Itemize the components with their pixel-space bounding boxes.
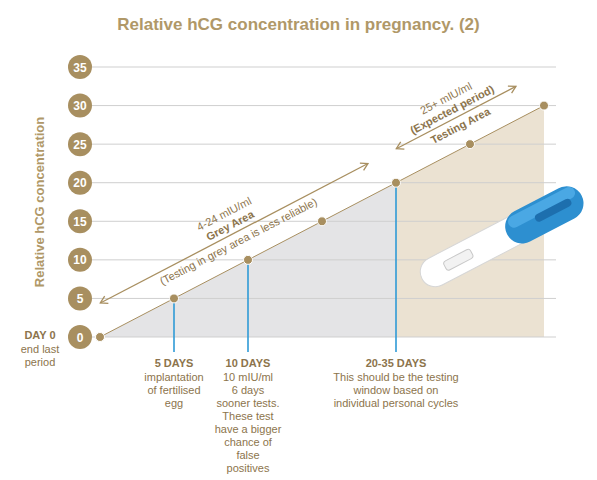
- stick-window: [443, 248, 474, 271]
- text-line: sooner tests.: [217, 397, 280, 409]
- line-group: [100, 106, 544, 337]
- data-point: [466, 140, 475, 149]
- category-description: 6 dayssooner tests.These testhave a bigg…: [215, 384, 282, 474]
- category-label: DAY 0: [24, 329, 55, 341]
- stick-body: [415, 184, 585, 292]
- text-line: 6 days: [232, 384, 265, 396]
- text-line: of fertilised: [147, 384, 200, 396]
- data-point: [170, 294, 179, 303]
- category-description: implantationof fertilisedegg: [144, 371, 203, 409]
- data-point: [318, 217, 327, 226]
- arrow-head: [100, 296, 108, 303]
- band-label-line: Testing Area: [429, 105, 493, 146]
- dots: [96, 101, 549, 341]
- stick-slot: [534, 197, 573, 223]
- text-line: These test: [222, 410, 273, 422]
- band-label-line: (Testing in grey area is less reliable): [158, 195, 319, 287]
- tick-label: 0: [77, 331, 84, 345]
- text-line: false: [236, 449, 259, 461]
- chart: Relative hCG concentration in pregnancy.…: [0, 0, 597, 480]
- drop-line: [173, 298, 175, 352]
- tick-label: 20: [73, 176, 87, 190]
- arrow-head: [508, 86, 516, 93]
- text-line: egg: [165, 397, 183, 409]
- text-line: 10 mIU/ml: [223, 371, 273, 383]
- text-line: window based on: [352, 384, 438, 396]
- arrow-head: [360, 163, 368, 170]
- text-line: positives: [227, 462, 270, 474]
- tick-mark: [68, 171, 92, 195]
- drop-line: [395, 183, 397, 352]
- grid-line: [92, 67, 556, 68]
- grid-line: [92, 182, 556, 183]
- tick-mark: [68, 248, 92, 272]
- tick-label: 15: [73, 215, 87, 229]
- y-axis-title: Relative hCG concentration: [32, 117, 47, 288]
- tick-mark: [68, 325, 92, 349]
- text-line: chance of: [224, 436, 273, 448]
- band-label: 4-24 mIU/mlGrey Area(Testing in grey are…: [143, 168, 318, 287]
- category-description: This should be the testingwindow based o…: [333, 371, 459, 409]
- data-point: [540, 101, 549, 110]
- grid-line: [92, 298, 556, 299]
- text-line: period: [25, 356, 56, 368]
- title: Relative hCG concentration in pregnancy.…: [117, 15, 479, 34]
- grid-line: [92, 337, 556, 338]
- stick-cap: [499, 180, 589, 249]
- data-point: [392, 178, 401, 187]
- text-line: individual personal cycles: [334, 397, 459, 409]
- grid-line: [92, 144, 556, 145]
- drop-line: [247, 260, 249, 352]
- band-arrow: [100, 163, 368, 303]
- text-line: implantation: [144, 371, 203, 383]
- tick-mark: [68, 55, 92, 79]
- category-label: 10 DAYS: [226, 357, 271, 369]
- category-label: 5 DAYS: [155, 357, 194, 369]
- test-stick: [414, 180, 589, 293]
- tick-label: 25: [73, 138, 87, 152]
- tick-mark: [68, 132, 92, 156]
- text-line: end last: [21, 343, 60, 355]
- tick-mark: [68, 94, 92, 118]
- tick-label: 35: [73, 61, 87, 75]
- tick-label: 5: [77, 292, 84, 306]
- tick-label: 10: [73, 253, 87, 267]
- stick-cap-light: [506, 185, 577, 230]
- data-point: [96, 333, 105, 342]
- category-label: 20-35 DAYS: [366, 357, 427, 369]
- data-line: [100, 106, 544, 337]
- tick-label: 30: [73, 99, 87, 113]
- tick-mark: [68, 209, 92, 233]
- band-label: 25+ mIU/ml(Expected period)Testing Area: [402, 71, 505, 152]
- text-line: have a bigger: [215, 423, 282, 435]
- arrow-head: [396, 142, 404, 149]
- tick-mark: [68, 286, 92, 310]
- arrow-shaft: [100, 164, 368, 303]
- category-description: end lastperiod: [21, 343, 60, 368]
- data-point: [244, 255, 253, 264]
- text-line: This should be the testing: [333, 371, 458, 383]
- category-description: 10 mIU/ml: [223, 371, 273, 383]
